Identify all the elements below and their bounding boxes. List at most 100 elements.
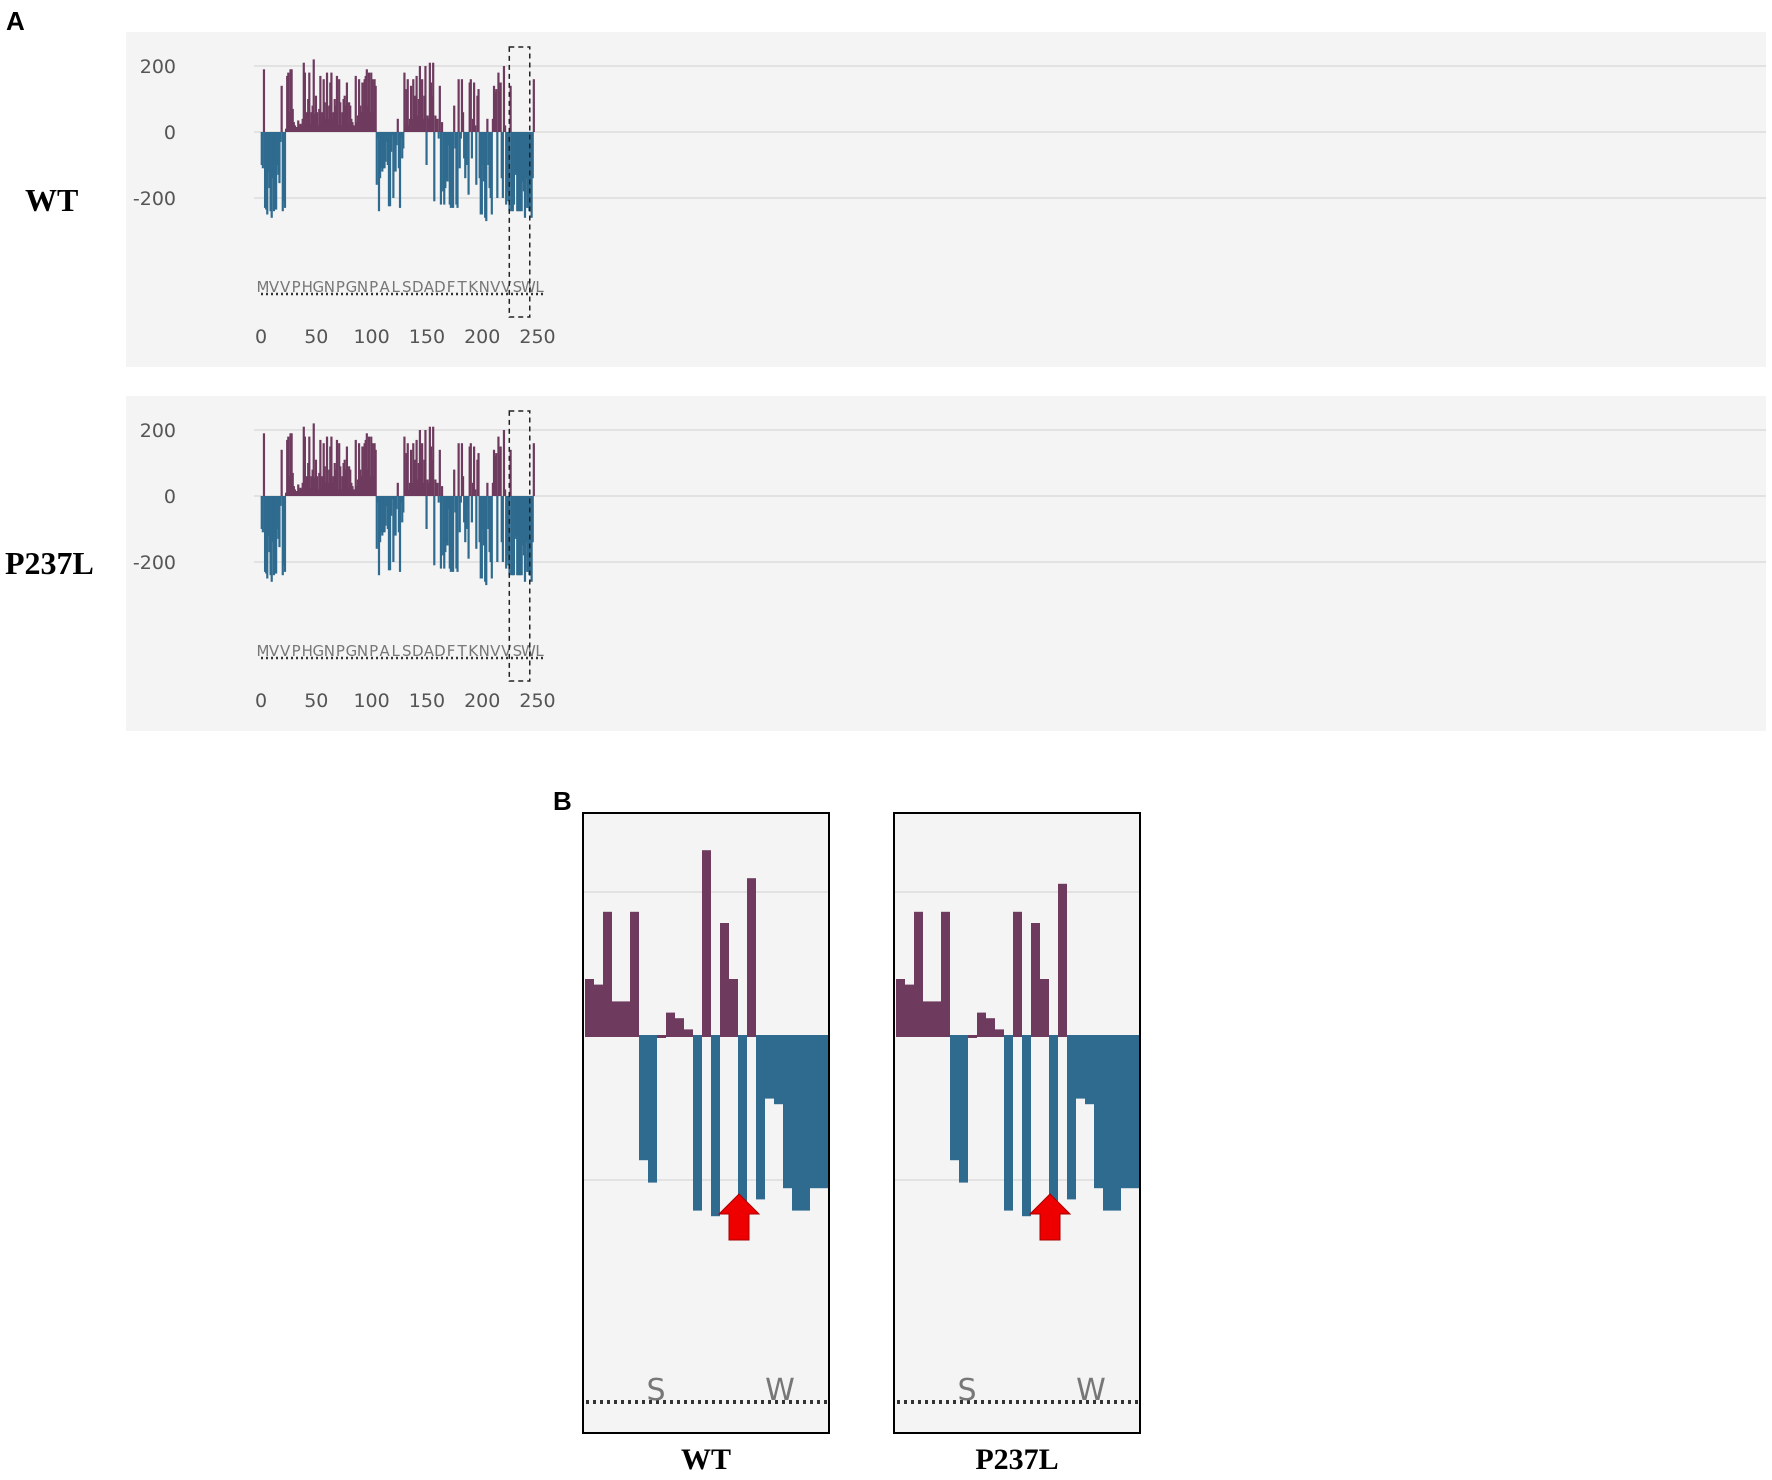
bar bbox=[317, 489, 320, 496]
bar bbox=[422, 482, 425, 496]
bar bbox=[400, 496, 403, 503]
bar bbox=[279, 132, 282, 142]
bar bbox=[444, 496, 447, 553]
bar bbox=[648, 1035, 657, 1183]
bar bbox=[412, 79, 415, 132]
bar bbox=[369, 112, 372, 132]
bar bbox=[521, 132, 524, 182]
bar bbox=[531, 132, 534, 179]
bar bbox=[373, 79, 376, 132]
bar bbox=[423, 459, 426, 496]
red-arrow-icon bbox=[717, 1193, 761, 1241]
x-tick-label: 50 bbox=[304, 690, 328, 712]
bar bbox=[512, 132, 516, 205]
bar bbox=[437, 496, 440, 503]
bar bbox=[273, 496, 277, 574]
bar bbox=[273, 132, 277, 210]
bar bbox=[352, 125, 355, 132]
bar bbox=[490, 496, 493, 579]
sequence-label: N bbox=[479, 278, 490, 296]
bar bbox=[370, 72, 373, 132]
bar bbox=[527, 496, 530, 572]
bar bbox=[451, 496, 455, 572]
bar bbox=[1022, 1035, 1031, 1217]
bar bbox=[306, 476, 309, 496]
bar bbox=[405, 89, 408, 132]
sequence-label: L bbox=[392, 278, 401, 296]
bar bbox=[279, 496, 282, 506]
bar bbox=[450, 132, 454, 192]
bar bbox=[503, 489, 507, 496]
sequence-label: P bbox=[369, 278, 378, 296]
bar bbox=[454, 496, 457, 513]
bar bbox=[479, 496, 482, 579]
bar bbox=[502, 430, 506, 496]
bar bbox=[468, 82, 471, 132]
bar bbox=[438, 449, 441, 496]
sequence-label: W bbox=[1076, 1373, 1106, 1408]
bar bbox=[498, 456, 501, 496]
bar bbox=[310, 112, 313, 132]
bar bbox=[375, 496, 378, 549]
bar bbox=[467, 132, 470, 195]
bar bbox=[424, 430, 427, 496]
bar bbox=[391, 132, 394, 136]
bar bbox=[380, 132, 383, 169]
bar bbox=[508, 496, 511, 576]
bar bbox=[338, 443, 341, 496]
bar bbox=[515, 132, 518, 175]
bar bbox=[284, 128, 288, 132]
bar bbox=[338, 79, 341, 132]
bar bbox=[923, 1001, 932, 1037]
bar bbox=[783, 1035, 792, 1189]
bar bbox=[398, 132, 402, 208]
bar bbox=[309, 123, 312, 132]
x-tick-label: 0 bbox=[255, 326, 267, 348]
bar bbox=[499, 82, 502, 132]
bar bbox=[415, 439, 418, 496]
bar bbox=[351, 122, 354, 132]
bar bbox=[494, 92, 497, 132]
bar bbox=[382, 496, 385, 533]
bar bbox=[336, 489, 340, 496]
bar bbox=[334, 105, 337, 132]
bar bbox=[332, 112, 335, 132]
sequence-label: V bbox=[269, 642, 280, 660]
bar bbox=[684, 1029, 693, 1037]
bar bbox=[443, 496, 446, 569]
bar bbox=[406, 79, 409, 132]
sequence-label: D bbox=[412, 278, 424, 296]
bar bbox=[530, 496, 533, 582]
bar bbox=[386, 132, 389, 165]
bar bbox=[428, 62, 431, 133]
p237l-zoom-caption: P237L bbox=[975, 1443, 1059, 1476]
bar bbox=[400, 132, 403, 139]
bar bbox=[325, 436, 329, 496]
bar bbox=[481, 132, 485, 165]
bar bbox=[308, 436, 311, 496]
bar bbox=[448, 496, 451, 569]
bar bbox=[367, 436, 371, 496]
bar bbox=[407, 125, 410, 132]
bar bbox=[322, 443, 325, 496]
bar bbox=[396, 118, 399, 132]
bar bbox=[388, 132, 392, 207]
panel-label-a: A bbox=[6, 6, 25, 36]
bar bbox=[977, 1012, 986, 1038]
bar bbox=[336, 125, 340, 132]
bar bbox=[1004, 1035, 1013, 1211]
bar bbox=[449, 496, 452, 572]
sequence-label: H bbox=[302, 278, 313, 296]
bar bbox=[362, 482, 365, 496]
bar bbox=[487, 132, 490, 165]
bar bbox=[496, 132, 499, 198]
bar bbox=[531, 496, 534, 543]
bar bbox=[281, 496, 284, 576]
bar bbox=[292, 122, 295, 132]
bar bbox=[464, 496, 467, 543]
sequence-label: K bbox=[468, 278, 479, 296]
bar bbox=[314, 459, 318, 496]
bar bbox=[263, 132, 267, 208]
bar bbox=[630, 911, 639, 1037]
sequence-label: T bbox=[456, 642, 467, 660]
